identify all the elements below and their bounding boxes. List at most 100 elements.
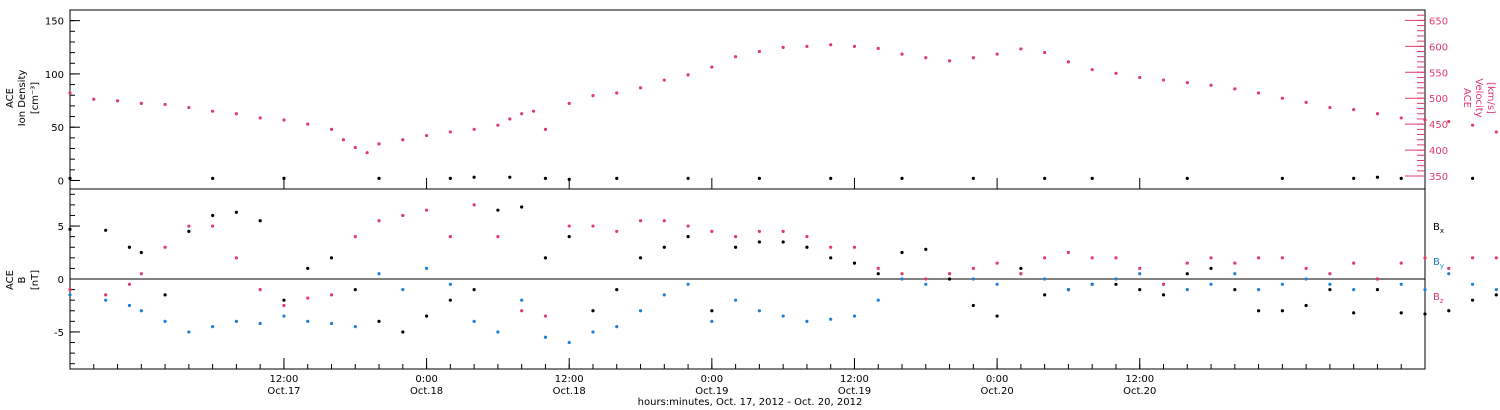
velocity-point — [115, 99, 120, 103]
top-y2tick-label: 450 — [1429, 120, 1448, 131]
bx-point — [971, 303, 975, 308]
by-point — [353, 325, 357, 329]
density-point — [1043, 176, 1047, 180]
velocity-point — [306, 122, 310, 126]
bz-point — [829, 245, 833, 249]
density-point — [1090, 176, 1094, 180]
by-point — [757, 309, 761, 313]
x-tick-time-label: 12:00 — [840, 374, 869, 385]
x-tick-time-label: 0:00 — [986, 374, 1008, 385]
velocity-point — [1447, 119, 1451, 124]
bz-point — [1233, 261, 1237, 265]
x-tick-time-label: 12:00 — [1125, 374, 1154, 385]
bz-point — [1161, 282, 1166, 286]
velocity-point — [995, 52, 999, 56]
bz-point — [710, 229, 714, 233]
bx-point — [757, 240, 761, 244]
bx-point — [615, 287, 619, 292]
bz-point — [591, 224, 595, 228]
velocity-point — [92, 97, 96, 101]
bx-point — [1470, 298, 1475, 302]
by-point — [401, 287, 405, 292]
bottom-series — [68, 203, 1498, 345]
by-point — [1447, 272, 1451, 276]
bz-point — [1423, 256, 1427, 260]
bx-point — [163, 293, 167, 297]
top-ytick-label: 100 — [45, 70, 64, 81]
velocity-point — [947, 59, 952, 63]
top-y2tick-label: 350 — [1429, 172, 1448, 183]
by-point — [1280, 282, 1284, 286]
bx-point — [1328, 287, 1332, 292]
velocity-point — [1328, 105, 1332, 110]
bz-point — [282, 303, 286, 308]
velocity-point — [638, 86, 643, 90]
by-point — [377, 272, 381, 276]
bx-point — [924, 247, 928, 251]
by-point — [1090, 282, 1094, 286]
bz-point — [1019, 272, 1023, 276]
bz-point — [781, 229, 785, 233]
bx-point — [710, 309, 714, 313]
top-ylabel-line1: ACE — [5, 88, 16, 108]
bottom-ylabel-line3: [nT] — [30, 270, 41, 290]
bx-point — [127, 245, 132, 249]
velocity-point — [1280, 96, 1284, 100]
density-point — [1185, 176, 1189, 180]
by-point — [995, 282, 999, 286]
top-ylabel-line2: Ion Density — [17, 70, 28, 127]
bz-point — [662, 219, 666, 223]
x-tick-time-label: 12:00 — [555, 374, 584, 385]
by-point — [900, 277, 904, 281]
bx-point — [543, 256, 548, 260]
by-point — [805, 319, 809, 323]
bx-point — [496, 208, 500, 212]
bz-point — [734, 235, 738, 239]
bx-point — [329, 256, 334, 260]
velocity-point — [734, 55, 738, 59]
velocity-point — [710, 65, 714, 69]
bx-point — [306, 266, 310, 271]
bz-point — [1399, 261, 1403, 265]
x-tick-time-label: 0:00 — [701, 374, 723, 385]
bz-point — [139, 272, 143, 276]
bz-point — [638, 219, 643, 223]
bz-point — [1209, 256, 1213, 260]
velocity-point — [924, 56, 928, 60]
top-right-axis: 350 400 450 500 550 600 650 — [1405, 14, 1448, 183]
bottom-ylabel-line1: ACE — [5, 270, 16, 290]
velocity-point — [1304, 100, 1308, 104]
velocity-point — [971, 56, 975, 60]
bz-point — [900, 272, 904, 276]
top-ytick-label: 50 — [51, 123, 64, 134]
by-point — [734, 298, 738, 302]
bz-point — [924, 277, 928, 281]
by-point — [448, 282, 452, 286]
velocity-point — [1185, 81, 1189, 85]
bx-point — [104, 228, 108, 232]
bz-point — [686, 224, 690, 228]
bx-point — [258, 219, 262, 223]
velocity-point — [1114, 71, 1118, 75]
by-point — [163, 319, 167, 323]
by-point — [306, 319, 310, 323]
velocity-point — [472, 127, 476, 131]
bottom-ytick-label: 0 — [58, 275, 64, 286]
bx-point — [1114, 282, 1118, 286]
by-point — [68, 293, 72, 297]
bx-point — [211, 213, 215, 218]
velocity-point — [329, 127, 334, 131]
by-point — [686, 282, 690, 286]
by-point — [520, 298, 524, 302]
x-tick-date-label: Oct.19 — [695, 386, 728, 397]
bx-point — [139, 250, 143, 255]
velocity-point — [1352, 108, 1356, 112]
velocity-point — [424, 133, 429, 138]
bz-point — [1328, 272, 1332, 276]
velocity-point — [567, 101, 571, 105]
velocity-point — [520, 112, 524, 116]
bz-point — [1352, 261, 1356, 265]
density-point — [1352, 176, 1356, 180]
x-tick-time-label: 12:00 — [270, 374, 299, 385]
